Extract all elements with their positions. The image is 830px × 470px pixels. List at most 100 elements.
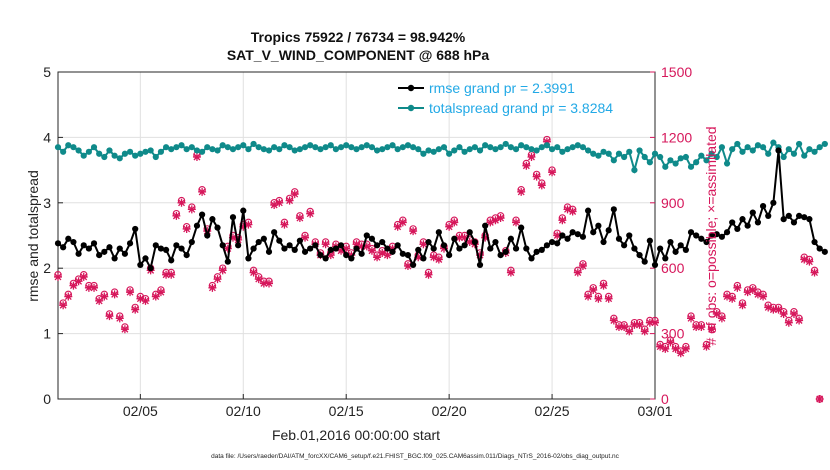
rmse-point — [204, 232, 211, 239]
left-tick-label: 2 — [43, 260, 51, 276]
totalspread-point — [70, 144, 77, 151]
obs-assimilated-point — [151, 292, 160, 301]
obs-assimilated-point — [795, 316, 804, 325]
rmse-point — [235, 242, 242, 249]
rmse-point — [96, 252, 103, 259]
totalspread-point — [631, 167, 638, 174]
x-tick-label: 03/01 — [637, 403, 672, 419]
rmse-point — [785, 212, 792, 219]
rmse-point — [796, 212, 803, 219]
obs-assimilated-point — [439, 244, 448, 253]
legend: rmse grand pr = 2.3991 totalspread grand… — [398, 80, 613, 116]
totalspread-point — [538, 144, 545, 151]
rmse-point — [255, 238, 262, 246]
rmse-point — [430, 245, 437, 252]
rmse-point — [821, 248, 828, 255]
rmse-point — [590, 229, 597, 236]
rmse-point — [492, 238, 499, 246]
obs-assimilated-point — [666, 338, 675, 347]
rmse-point — [621, 242, 628, 249]
rmse-point — [739, 216, 746, 223]
rmse-point — [482, 222, 489, 229]
rmse-point — [307, 245, 314, 252]
rmse-point — [399, 250, 406, 257]
totalspread-point — [332, 146, 340, 153]
totalspread-point — [358, 144, 365, 151]
totalspread-point — [456, 144, 463, 151]
obs-assimilated-point — [604, 294, 613, 303]
obs-assimilated-point — [301, 233, 310, 242]
totalspread-point — [65, 142, 72, 149]
obs-assimilated-point — [69, 281, 78, 290]
obs-assimilated-point — [223, 244, 232, 253]
rmse-point — [229, 214, 237, 221]
right-axis-label: # of obs: o=possible; ×=assimilated — [703, 126, 719, 345]
obs-assimilated-point — [486, 218, 495, 227]
rmse-point — [420, 255, 427, 262]
rmse-point — [729, 219, 736, 226]
rmse-point — [780, 216, 787, 223]
totalspread-point — [343, 142, 350, 149]
rmse-point — [687, 229, 695, 236]
rmse-point — [281, 245, 288, 252]
rmse-point — [636, 252, 643, 259]
rmse-point — [770, 199, 777, 206]
rmse-point — [559, 232, 566, 239]
totalspread-point — [590, 150, 597, 157]
totalspread-point — [734, 140, 741, 148]
rmse-point — [476, 261, 484, 269]
totalspread-series — [54, 139, 828, 174]
rmse-point — [435, 229, 442, 236]
totalspread-point — [271, 144, 278, 151]
rmse-point — [631, 245, 638, 252]
totalspread-point — [132, 152, 139, 159]
rmse-point — [703, 238, 710, 246]
chart-title-line1: Tropics 75922 / 76734 = 98.942% — [251, 29, 466, 45]
right-axis-ticks: 0 300 600 900 1200 1500 — [650, 64, 692, 407]
rmse-point — [523, 245, 530, 252]
rmse-point — [595, 222, 602, 229]
obs-assimilated-point — [110, 290, 119, 299]
totalspread-point — [821, 140, 828, 148]
obs-assimilated-point — [280, 220, 289, 229]
rmse-point — [271, 229, 278, 236]
totalspread-point — [672, 160, 679, 167]
right-tick-label: 600 — [661, 260, 685, 276]
rmse-point — [353, 245, 360, 252]
totalspread-point — [543, 142, 551, 149]
legend-rmse-label: rmse grand pr = 2.3991 — [429, 80, 575, 96]
rmse-point — [286, 242, 293, 249]
rmse-point — [512, 245, 520, 252]
obs-assimilated-point — [203, 227, 212, 236]
obs-assimilated-point — [362, 242, 371, 251]
totalspread-point — [373, 147, 381, 154]
obs-assimilated-point — [800, 255, 809, 264]
obs-assimilated-point — [275, 198, 284, 207]
rmse-point — [65, 235, 72, 242]
obs-assimilated-point — [182, 224, 191, 233]
totalspread-point — [703, 157, 710, 164]
obs-assimilated-point — [326, 251, 335, 260]
rmse-point — [157, 245, 165, 252]
x-axis-ticks: 02/05 02/10 02/15 02/20 02/25 03/01 — [123, 394, 673, 419]
totalspread-point — [229, 146, 237, 153]
totalspread-point — [85, 148, 92, 155]
rmse-point — [543, 242, 551, 249]
rmse-point — [451, 235, 458, 242]
totalspread-point — [507, 144, 514, 151]
rmse-point — [754, 219, 762, 226]
totalspread-point — [281, 142, 288, 149]
rmse-point — [605, 227, 612, 234]
totalspread-point — [605, 150, 612, 157]
rmse-point — [178, 245, 185, 252]
rmse-point — [142, 255, 149, 262]
totalspread-point — [435, 146, 442, 153]
obs-assimilated-point — [239, 222, 248, 231]
obs-assimilated-point — [506, 268, 515, 277]
obs-assimilated-point — [167, 270, 176, 279]
totalspread-point — [564, 146, 571, 153]
totalspread-point — [327, 142, 334, 149]
x-tick-label: 02/15 — [329, 403, 364, 419]
rmse-point — [168, 257, 175, 264]
obs-assimilated-point — [779, 309, 788, 318]
